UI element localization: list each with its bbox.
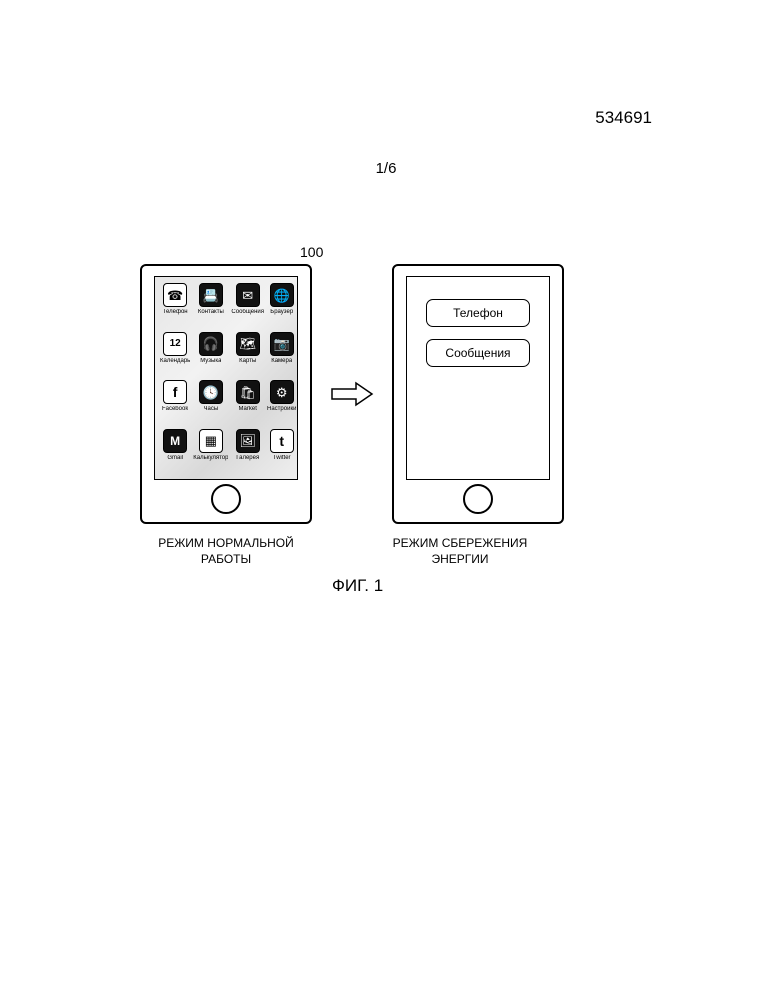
app-label: Галерея xyxy=(236,455,259,461)
app-music[interactable]: Музыка xyxy=(193,332,228,377)
home-button[interactable] xyxy=(463,484,493,514)
app-label: Камера xyxy=(271,358,292,364)
figure-label: ФИГ. 1 xyxy=(332,576,383,596)
msgs-icon xyxy=(236,283,260,307)
app-maps[interactable]: Карты xyxy=(231,332,264,377)
calc-icon xyxy=(199,429,223,453)
market-icon xyxy=(236,380,260,404)
app-phone[interactable]: Телефон xyxy=(160,283,190,328)
app-calc[interactable]: Калькулятор xyxy=(193,429,228,474)
saver-button-1[interactable]: Сообщения xyxy=(426,339,530,367)
camera-icon xyxy=(270,332,294,356)
app-twitter[interactable]: Twitter xyxy=(267,429,296,474)
app-label: Facebook xyxy=(162,406,188,412)
saver-button-0[interactable]: Телефон xyxy=(426,299,530,327)
app-label: Gmail xyxy=(167,455,183,461)
document-number: 534691 xyxy=(595,108,652,128)
phone-saver-mode: Телефон Сообщения xyxy=(392,264,564,524)
caption-saver-mode: РЕЖИМ СБЕРЕЖЕНИЯЭНЕРГИИ xyxy=(374,536,546,567)
app-settings[interactable]: Настройки xyxy=(267,380,296,425)
app-label: Браузер xyxy=(270,309,293,315)
app-label: Калькулятор xyxy=(193,455,228,461)
app-clock[interactable]: Часы xyxy=(193,380,228,425)
app-cal[interactable]: Календарь xyxy=(160,332,190,377)
gmail-icon xyxy=(163,429,187,453)
app-label: Телефон xyxy=(163,309,188,315)
contacts-icon xyxy=(199,283,223,307)
cal-icon xyxy=(163,332,187,356)
screen-normal: Телефон Контакты Сообщения Браузер Календарь… xyxy=(154,276,298,480)
app-label: Сообщения xyxy=(231,309,264,315)
clock-icon xyxy=(199,380,223,404)
app-label: Карты xyxy=(239,358,256,364)
figure-row: Телефон Контакты Сообщения Браузер Календарь… xyxy=(140,264,564,524)
twitter-icon xyxy=(270,429,294,453)
gallery-icon xyxy=(236,429,260,453)
app-label: Календарь xyxy=(160,358,190,364)
app-label: Настройки xyxy=(267,406,296,412)
app-msgs[interactable]: Сообщения xyxy=(231,283,264,328)
caption-normal-mode: РЕЖИМ НОРМАЛЬНОЙРАБОТЫ xyxy=(140,536,312,567)
app-market[interactable]: Market xyxy=(231,380,264,425)
transition-arrow-icon xyxy=(330,381,374,407)
music-icon xyxy=(199,332,223,356)
app-label: Часы xyxy=(204,406,219,412)
app-fb[interactable]: Facebook xyxy=(160,380,190,425)
page: 534691 1/6 100 Телефон Контакты Сообщения Б… xyxy=(0,0,772,999)
app-camera[interactable]: Камера xyxy=(267,332,296,377)
app-gmail[interactable]: Gmail xyxy=(160,429,190,474)
phone-icon xyxy=(163,283,187,307)
app-label: Market xyxy=(239,406,257,412)
home-button[interactable] xyxy=(211,484,241,514)
app-browser[interactable]: Браузер xyxy=(267,283,296,328)
app-label: Музыка xyxy=(200,358,221,364)
app-gallery[interactable]: Галерея xyxy=(231,429,264,474)
settings-icon xyxy=(270,380,294,404)
fb-icon xyxy=(163,380,187,404)
page-number: 1/6 xyxy=(376,160,397,177)
reference-number: 100 xyxy=(300,244,323,260)
app-label: Контакты xyxy=(198,309,224,315)
screen-saver: Телефон Сообщения xyxy=(406,276,550,480)
phone-normal-mode: Телефон Контакты Сообщения Браузер Календарь… xyxy=(140,264,312,524)
app-contacts[interactable]: Контакты xyxy=(193,283,228,328)
browser-icon xyxy=(270,283,294,307)
maps-icon xyxy=(236,332,260,356)
app-label: Twitter xyxy=(273,455,291,461)
